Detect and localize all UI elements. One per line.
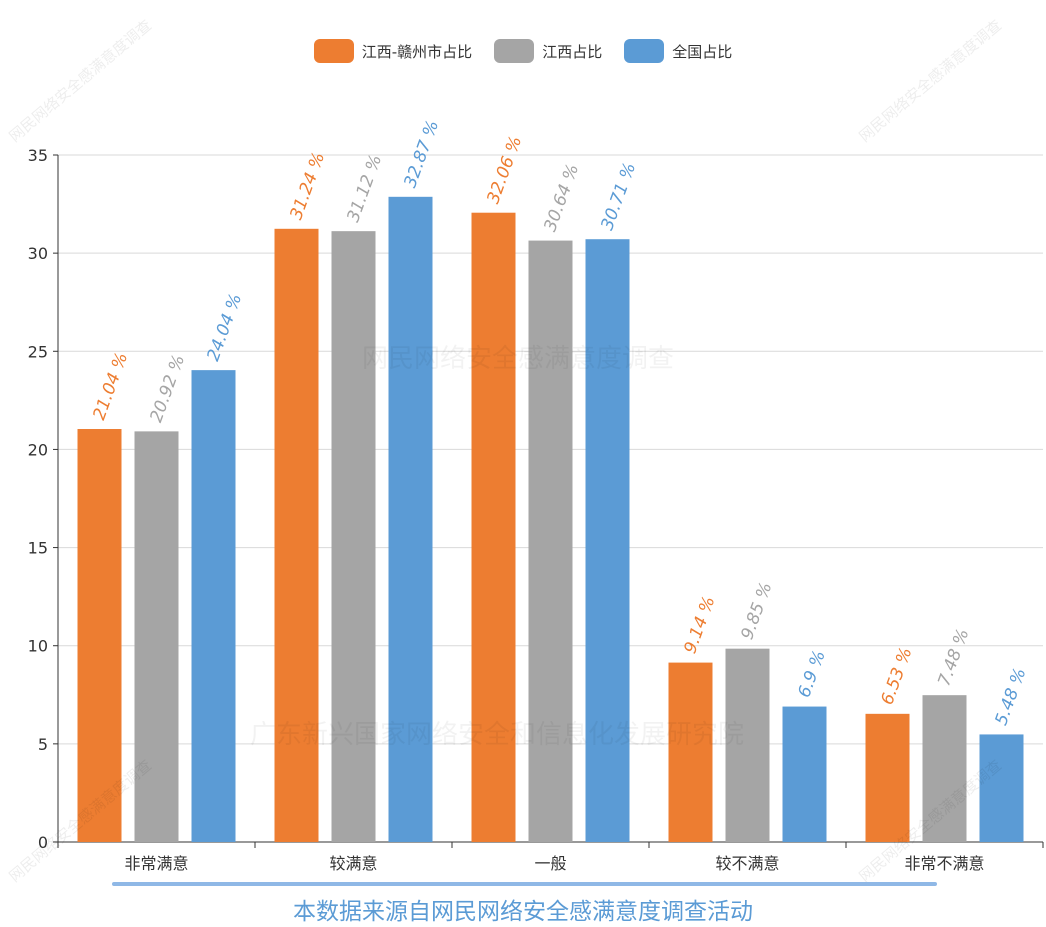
- bar: [134, 431, 179, 842]
- legend-item-national[interactable]: 全国占比: [624, 39, 732, 63]
- legend-swatch-jiangxi: [494, 39, 535, 63]
- bar: [865, 713, 910, 842]
- x-tick-label: 非常满意: [124, 854, 188, 873]
- data-label: 6.53 %: [877, 645, 916, 708]
- y-tick-label: 35: [28, 146, 48, 165]
- data-label: 31.24 %: [286, 150, 329, 223]
- data-label: 21.04 %: [89, 350, 132, 423]
- y-tick-label: 5: [38, 735, 48, 754]
- x-tick-label: 较不满意: [715, 854, 779, 873]
- y-tick-label: 10: [28, 637, 48, 656]
- y-tick-label: 20: [28, 440, 48, 459]
- legend-label-national: 全国占比: [672, 42, 733, 61]
- legend-label-jiangxi: 江西占比: [542, 42, 603, 61]
- data-label: 20.92 %: [146, 352, 189, 425]
- chart-legend: 江西-赣州市占比 江西占比 全国占比: [0, 36, 1046, 66]
- bar: [979, 734, 1024, 842]
- bar: [725, 648, 770, 842]
- data-label: 9.14 %: [680, 594, 719, 657]
- bar: [274, 228, 319, 843]
- source-note: 本数据来源自网民网络安全感满意度调查活动: [293, 899, 753, 925]
- y-tick-label: 30: [28, 244, 48, 263]
- data-label: 30.64 %: [540, 161, 583, 234]
- legend-label-ganzhou: 江西-赣州市占比: [361, 42, 473, 61]
- data-label: 9.85 %: [737, 580, 776, 643]
- x-tick-label: 较满意: [329, 854, 377, 873]
- bar: [77, 429, 122, 842]
- legend-item-jiangxi[interactable]: 江西占比: [494, 39, 602, 63]
- x-tick-label: 一般: [534, 854, 566, 873]
- source-underline: [112, 882, 937, 886]
- legend-swatch-national: [624, 39, 665, 63]
- x-tick-label: 非常不满意: [904, 854, 984, 873]
- bar: [585, 239, 630, 843]
- data-label: 7.48 %: [934, 626, 973, 689]
- bar: [388, 196, 433, 843]
- data-label: 5.48 %: [991, 665, 1030, 728]
- data-label: 32.06 %: [483, 134, 526, 207]
- data-label: 6.9 %: [794, 648, 829, 701]
- bar: [782, 706, 827, 842]
- y-tick-label: 15: [28, 539, 48, 558]
- data-label: 24.04 %: [203, 291, 246, 364]
- data-label: 31.12 %: [343, 152, 386, 225]
- legend-swatch-ganzhou: [313, 39, 354, 63]
- bar: [331, 231, 376, 842]
- data-label: 32.87 %: [400, 118, 443, 191]
- bar: [528, 240, 573, 842]
- legend-item-ganzhou[interactable]: 江西-赣州市占比: [313, 39, 473, 63]
- bar: [922, 695, 967, 842]
- bar: [668, 662, 713, 842]
- data-label: 30.71 %: [597, 160, 640, 233]
- bar: [191, 370, 236, 842]
- y-tick-label: 0: [38, 833, 48, 852]
- bar: [471, 212, 516, 842]
- y-tick-label: 25: [28, 342, 48, 361]
